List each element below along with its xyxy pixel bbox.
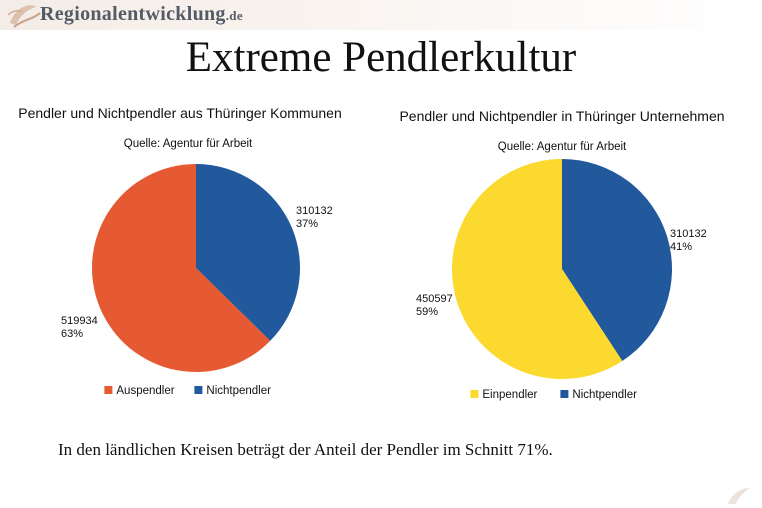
pie-slice-einpendler bbox=[452, 159, 623, 379]
data-label-percent-auspendler: 63% bbox=[61, 328, 83, 340]
pie-slice-nichtpendler bbox=[562, 159, 673, 362]
leaf-logo-icon bbox=[7, 5, 41, 28]
logo-suffix: .de bbox=[225, 8, 243, 23]
data-label-value-einpendler: 450597 bbox=[416, 293, 453, 305]
chart-title: Pendler und Nichtpendler aus Thüringer K… bbox=[18, 105, 342, 121]
data-label-percent-einpendler: 59% bbox=[416, 306, 438, 318]
corner-logo-icon bbox=[728, 488, 750, 504]
logo-wordmark: Regionalentwicklung.de bbox=[40, 3, 243, 26]
data-label-percent-nichtpendler: 37% bbox=[296, 218, 318, 230]
legend-label-auspendler: Auspendler bbox=[116, 385, 174, 397]
pie-slice-nichtpendler bbox=[196, 164, 300, 341]
chart-subtitle: Quelle: Agentur für Arbeit bbox=[124, 138, 253, 150]
header-bar: Regionalentwicklung.de bbox=[0, 0, 762, 30]
footnote: In den ländlichen Kreisen beträgt der An… bbox=[58, 440, 553, 459]
data-label-value-nichtpendler: 310132 bbox=[670, 228, 707, 240]
legend-swatch-auspendler bbox=[104, 386, 113, 394]
pie-chart-kommunen: Pendler und Nichtpendler aus Thüringer K… bbox=[5, 103, 386, 413]
legend-swatch-einpendler bbox=[470, 390, 479, 398]
pie-slice-auspendler bbox=[91, 164, 271, 373]
page-title: Extreme Pendlerkultur bbox=[185, 34, 577, 81]
legend-label-nichtpendler: Nichtpendler bbox=[572, 389, 637, 401]
data-label-percent-nichtpendler: 41% bbox=[670, 241, 692, 253]
logo-name: Regionalentwicklung bbox=[40, 3, 226, 25]
pie-chart-unternehmen-svg: Pendler und Nichtpendler in Thüringer Un… bbox=[399, 108, 724, 401]
legend-label-einpendler: Einpendler bbox=[482, 389, 537, 401]
chart-title: Pendler und Nichtpendler in Thüringer Un… bbox=[399, 108, 724, 124]
pie-chart-unternehmen: Pendler und Nichtpendler in Thüringer Un… bbox=[376, 103, 757, 413]
legend-swatch-nichtpendler bbox=[560, 390, 569, 398]
legend-label-nichtpendler: Nichtpendler bbox=[206, 385, 271, 397]
data-label-value-auspendler: 519934 bbox=[61, 315, 98, 327]
pie-chart-kommunen-svg: Pendler und Nichtpendler aus Thüringer K… bbox=[18, 105, 342, 397]
chart-subtitle: Quelle: Agentur für Arbeit bbox=[498, 141, 627, 153]
data-label-value-nichtpendler: 310132 bbox=[296, 205, 333, 217]
legend-swatch-nichtpendler bbox=[194, 386, 203, 394]
